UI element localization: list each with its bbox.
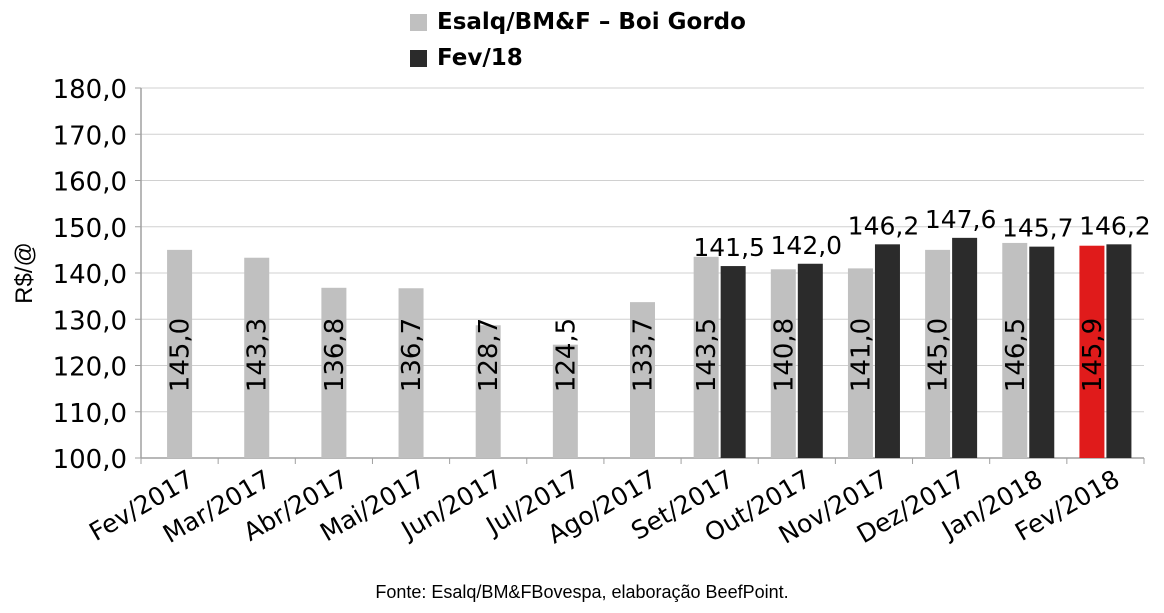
data-label-esalq: 141,0 — [846, 318, 876, 392]
bar-esalq — [630, 302, 655, 458]
y-tick-label: 180,0 — [53, 75, 127, 105]
data-label-esalq: 146,5 — [1001, 318, 1031, 392]
y-tick-label: 100,0 — [53, 445, 127, 475]
legend-swatch-fev18 — [410, 49, 427, 67]
bar-esalq — [1079, 245, 1105, 458]
legend-label-esalq: Esalq/BM&F – Boi Gordo — [437, 9, 746, 35]
bar-fev18 — [797, 263, 823, 458]
legend-label-fev18: Fev/18 — [437, 45, 523, 71]
data-label-esalq: 143,3 — [243, 318, 273, 392]
data-label-esalq: 145,9 — [1078, 318, 1108, 392]
bar-esalq — [1002, 242, 1028, 458]
data-label-esalq: 145,0 — [166, 318, 196, 392]
bar-fev18 — [874, 244, 900, 458]
bar-esalq — [693, 256, 719, 458]
legend: Esalq/BM&F – Boi Gordo Fev/18 — [410, 4, 746, 76]
bar-fev18 — [720, 266, 746, 458]
y-axis-label: R$/@ — [11, 242, 38, 304]
bar-esalq — [167, 249, 193, 458]
bar-esalq — [475, 325, 501, 458]
legend-item-esalq: Esalq/BM&F – Boi Gordo — [410, 4, 746, 40]
data-label-esalq: 133,7 — [629, 318, 659, 392]
data-label-esalq: 136,7 — [397, 318, 427, 392]
legend-item-fev18: Fev/18 — [410, 40, 746, 76]
data-label-fev18: 146,2 — [848, 211, 920, 240]
data-label-fev18: 147,6 — [925, 205, 997, 234]
bar-esalq — [244, 257, 270, 458]
source-note: Fonte: Esalq/BM&FBovespa, elaboração Bee… — [375, 582, 789, 602]
y-tick-label: 170,0 — [53, 121, 127, 151]
legend-swatch-esalq — [410, 13, 427, 31]
data-label-fev18: 142,0 — [771, 231, 843, 260]
data-label-esalq: 136,8 — [320, 318, 350, 392]
y-tick-label: 130,0 — [53, 306, 127, 336]
data-label-fev18: 141,5 — [693, 233, 765, 262]
bar-esalq — [552, 344, 578, 458]
y-tick-label: 150,0 — [53, 214, 127, 244]
data-label-esalq: 143,5 — [692, 318, 722, 392]
y-tick-label: 140,0 — [53, 260, 127, 290]
bar-esalq — [321, 287, 347, 458]
data-label-esalq: 140,8 — [769, 318, 799, 392]
y-tick-label: 120,0 — [53, 353, 127, 383]
data-label-fev18: 146,2 — [1079, 211, 1151, 240]
bar-fev18 — [1106, 244, 1132, 458]
y-tick-label: 160,0 — [53, 168, 127, 198]
data-label-esalq: 124,5 — [551, 318, 581, 392]
y-tick-label: 110,0 — [53, 399, 127, 429]
bar-esalq — [398, 288, 424, 458]
bar-esalq — [925, 249, 951, 458]
data-label-esalq: 128,7 — [474, 318, 504, 392]
bar-esalq — [847, 268, 873, 458]
bar-fev18 — [1029, 246, 1055, 458]
data-label-esalq: 145,0 — [924, 318, 954, 392]
bar-fev18 — [952, 237, 978, 458]
bar-esalq — [770, 269, 796, 458]
data-label-fev18: 145,7 — [1002, 214, 1074, 243]
